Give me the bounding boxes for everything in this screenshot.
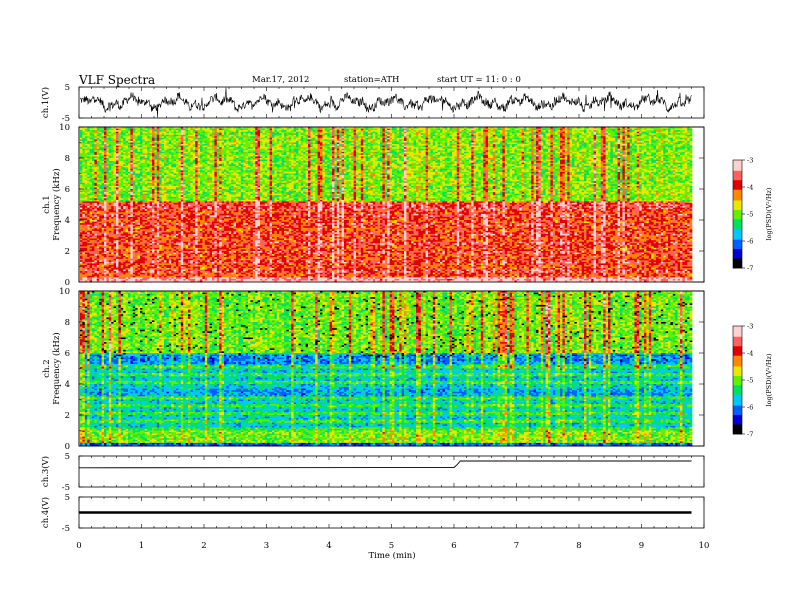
s2-ytick-label: 0 bbox=[65, 442, 70, 452]
ch3-waveform-trace bbox=[79, 461, 692, 468]
ch2-colorbar: -3 -4 -5 -6 -7 log(PSD)(V²/Hz) bbox=[733, 323, 773, 439]
s2-ytick-label: 4 bbox=[65, 380, 70, 390]
s1-colorbar-tick-label: -5 bbox=[747, 211, 753, 219]
s2-colorbar-tick-label: -6 bbox=[747, 404, 753, 412]
s1-colorbar-tick-label: -7 bbox=[747, 265, 753, 273]
ch4-ylabel: ch.4(V) bbox=[40, 497, 51, 528]
s1-ytick-label: 4 bbox=[65, 216, 70, 226]
time-tick-label: 2 bbox=[201, 541, 206, 551]
ch3-ylabel: ch.3(V) bbox=[40, 456, 51, 487]
s1-ylabel-frequency: Frequency (kHz) bbox=[51, 168, 62, 240]
time-tick-label: 5 bbox=[389, 541, 394, 551]
time-tick-label: 7 bbox=[514, 541, 519, 551]
s2-ytick-label: 10 bbox=[59, 287, 70, 297]
time-tick-label: 3 bbox=[264, 541, 269, 551]
x-axis-label: Time (min) bbox=[368, 550, 415, 561]
ch1-waveform-trace bbox=[80, 88, 692, 118]
s1-ytick-label: 2 bbox=[65, 247, 70, 257]
ch1-colorbar: -3 -4 -5 -6 -7 log(PSD)(V²/Hz) bbox=[733, 157, 773, 273]
date-label: Mar.17, 2012 bbox=[252, 75, 309, 85]
ch4-waveform-panel: 5 -5 ch.4(V) bbox=[40, 493, 704, 534]
ch2-spectrogram-panel: 0 2 4 6 8 10 ch.2 Frequency (kHz) bbox=[42, 287, 704, 452]
s1-cells bbox=[80, 127, 692, 282]
ch1-waveform-panel: 5-5ch.1(V) bbox=[40, 83, 704, 124]
time-tick-label: 9 bbox=[639, 541, 644, 551]
s1-ytick-label: 8 bbox=[65, 154, 70, 164]
s1-colorbar-tick-label: -4 bbox=[747, 184, 753, 192]
ch4-ytick-label: 5 bbox=[65, 493, 70, 503]
figure-title: VLF Spectra bbox=[78, 73, 155, 87]
s2-ylabel-frequency: Frequency (kHz) bbox=[51, 332, 62, 404]
s1-ytick-label: 6 bbox=[65, 185, 70, 195]
s2-ytick-label: 2 bbox=[65, 411, 70, 421]
s1-colorbar-tick-label: -3 bbox=[747, 157, 753, 165]
vlf-spectra-figure: VLF Spectra Mar.17, 2012 station=ATH sta… bbox=[0, 0, 792, 612]
time-tick-label: 8 bbox=[576, 541, 581, 551]
s1-ylabel-channel: ch.1 bbox=[42, 195, 52, 213]
s2-colorbar-tick-label: -4 bbox=[747, 350, 753, 358]
time-axis: 0 1 2 3 4 5 6 7 8 9 10 bbox=[76, 541, 709, 551]
s2-colorbar-tick-label: -7 bbox=[747, 431, 753, 439]
ch3-ytick-label: -5 bbox=[62, 483, 70, 493]
time-tick-label: 0 bbox=[76, 541, 81, 551]
time-tick-label: 6 bbox=[451, 541, 456, 551]
s2-colorbar-label: log(PSD)(V²/Hz) bbox=[765, 353, 773, 406]
s2-colorbar-tick-label: -5 bbox=[747, 377, 753, 385]
s2-colorbar-tick-label: -3 bbox=[747, 323, 753, 331]
s2-ylabel-channel: ch.2 bbox=[42, 359, 52, 377]
station-label: station=ATH bbox=[344, 75, 399, 85]
ch1-ytick-label: 5 bbox=[65, 83, 70, 93]
s2-ytick-label: 8 bbox=[65, 318, 70, 328]
time-tick-label: 10 bbox=[699, 541, 710, 551]
time-tick-label: 4 bbox=[326, 541, 331, 551]
s2-cells bbox=[80, 291, 692, 446]
s2-ytick-label: 6 bbox=[65, 349, 70, 359]
ch3-ytick-label: 5 bbox=[65, 452, 70, 462]
start-time-label: start UT = 11: 0 : 0 bbox=[437, 75, 521, 85]
s1-ytick-label: 10 bbox=[59, 123, 70, 133]
s1-colorbar-tick-label: -6 bbox=[747, 238, 753, 246]
ch3-waveform-panel: 5 -5 ch.3(V) bbox=[40, 452, 704, 493]
ch1-ylabel: ch.1(V) bbox=[40, 87, 51, 118]
time-tick-label: 1 bbox=[139, 541, 144, 551]
ch4-ytick-label: -5 bbox=[62, 524, 70, 534]
s1-colorbar-label: log(PSD)(V²/Hz) bbox=[765, 187, 773, 240]
